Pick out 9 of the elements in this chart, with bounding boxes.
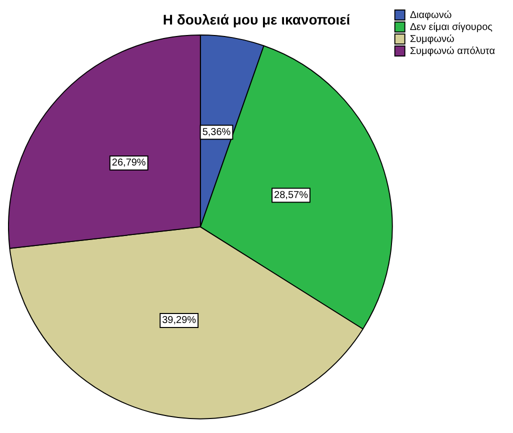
legend-label: Συμφωνώ — [410, 34, 455, 45]
legend-label: Συμφωνώ απόλυτα — [410, 46, 496, 57]
data-label: 26,79% — [112, 158, 146, 169]
data-label: 28,57% — [274, 190, 308, 201]
data-label: 39,29% — [162, 315, 196, 326]
legend-label: Διαφωνώ — [410, 10, 452, 21]
legend-label: Δεν είμαι σίγουρος — [410, 22, 493, 33]
data-label: 5,36% — [202, 127, 231, 138]
chart-title: Η δουλειά μου με ικανοποιεί — [162, 11, 350, 28]
